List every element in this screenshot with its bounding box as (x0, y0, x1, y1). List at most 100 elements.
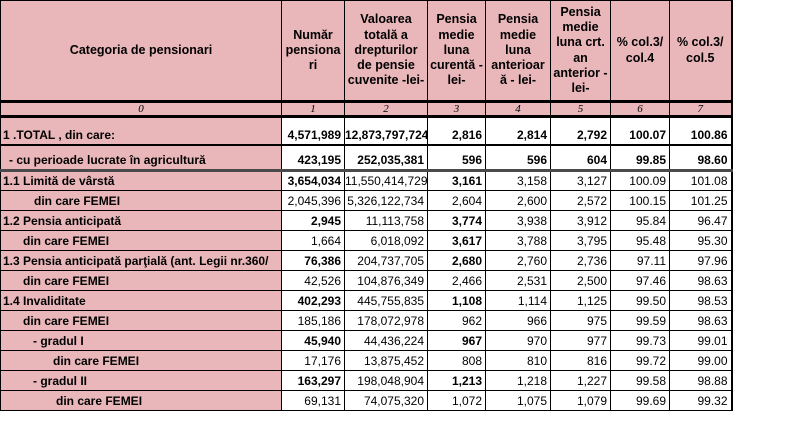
table-row: 1 .TOTAL , din care: 4,571,989 12,873,797,… (0, 116, 732, 146)
value-cell-col7: 100.86 (669, 116, 732, 146)
value-cell-col6: 95.48 (610, 230, 670, 251)
value-cell-col7: 98.63 (669, 310, 732, 331)
table-row: din care FEMEI 1,664 6,018,092 3,617 3,788 3,… (0, 230, 732, 251)
value-cell-col6: 100.07 (610, 116, 670, 146)
header-pensia-medie-an-anterior: Pensia medie luna crt. an anterior -lei- (550, 0, 611, 102)
value-cell-col5: 3,912 (550, 210, 611, 231)
value-cell-col2: 6,018,092 (344, 230, 428, 251)
table-row: 1.2 Pensia anticipată 2,945 11,113,758 3,77… (0, 210, 732, 231)
row-category-label: 1.1 Limită de vârstă (0, 170, 282, 191)
value-cell-col5: 2,572 (550, 190, 611, 211)
value-cell-col3: 3,774 (427, 210, 486, 231)
value-cell-col6: 100.15 (610, 190, 670, 211)
value-cell-col2: 44,436,224 (344, 330, 428, 351)
row-category-label: - gradul I (0, 330, 282, 351)
value-cell-col4: 2,760 (485, 250, 551, 271)
value-cell-col7: 98.63 (669, 270, 732, 291)
value-cell-col4: 2,531 (485, 270, 551, 291)
value-cell-col6: 97.11 (610, 250, 670, 271)
row-category-label: din care FEMEI (0, 230, 282, 251)
value-cell-col6: 99.85 (610, 144, 670, 172)
value-cell-col6: 99.72 (610, 350, 670, 371)
value-cell-col4: 2,814 (485, 116, 551, 146)
table-row: - gradul I 45,940 44,436,224 967 970 977 99.73… (0, 330, 732, 351)
value-cell-col6: 99.59 (610, 310, 670, 331)
column-index: 3 (427, 100, 486, 118)
value-cell-col1: 69,131 (281, 390, 345, 411)
value-cell-col3: 1,108 (427, 290, 486, 311)
value-cell-col3: 3,617 (427, 230, 486, 251)
row-category-label: 1.4 Invaliditate (0, 290, 282, 311)
value-cell-col1: 423,195 (281, 144, 345, 172)
value-cell-col2: 178,072,978 (344, 310, 428, 331)
value-cell-col1: 402,293 (281, 290, 345, 311)
value-cell-col4: 1,114 (485, 290, 551, 311)
value-cell-col7: 101.08 (669, 170, 732, 191)
value-cell-col3: 1,213 (427, 370, 486, 391)
table-row: din care FEMEI 17,176 13,875,452 808 810 816 9… (0, 350, 732, 371)
table-row: 1.4 Invaliditate 402,293 445,755,835 1,108 1… (0, 290, 732, 311)
table-row: 1.1 Limită de vârstă 3,654,034 11,550,414,… (0, 170, 732, 191)
row-category-label: 1.2 Pensia anticipată (0, 210, 282, 231)
value-cell-col6: 97.46 (610, 270, 670, 291)
value-cell-col6: 100.09 (610, 170, 670, 191)
table-row: - gradul II 163,297 198,048,904 1,213 1,218 1… (0, 370, 732, 391)
row-category-label: din care FEMEI (0, 390, 282, 411)
value-cell-col5: 604 (550, 144, 611, 172)
table-row: - cu perioade lucrate în agricultură 423,… (0, 144, 732, 172)
value-cell-col1: 163,297 (281, 370, 345, 391)
value-cell-col2: 11,550,414,729 (344, 170, 428, 191)
value-cell-col6: 99.73 (610, 330, 670, 351)
value-cell-col4: 970 (485, 330, 551, 351)
value-cell-col1: 45,940 (281, 330, 345, 351)
column-index: 5 (550, 100, 611, 118)
column-index: 1 (281, 100, 345, 118)
value-cell-col7: 97.96 (669, 250, 732, 271)
value-cell-col2: 252,035,381 (344, 144, 428, 172)
value-cell-col5: 1,079 (550, 390, 611, 411)
table-row: din care FEMEI 69,131 74,075,320 1,072 1,075… (0, 390, 732, 411)
value-cell-col5: 3,795 (550, 230, 611, 251)
header-pct-col3-col4: % col.3/ col.4 (610, 0, 670, 102)
value-cell-col4: 966 (485, 310, 551, 331)
value-cell-col6: 95.84 (610, 210, 670, 231)
header-pct-col3-col5: % col.3/ col.5 (669, 0, 732, 102)
header-pensia-medie-anterioara: Pensia medie luna anterioară - lei- (485, 0, 551, 102)
value-cell-col7: 101.25 (669, 190, 732, 211)
value-cell-col2: 5,326,122,734 (344, 190, 428, 211)
column-index: 2 (344, 100, 428, 118)
value-cell-col1: 76,386 (281, 250, 345, 271)
value-cell-col4: 3,158 (485, 170, 551, 191)
value-cell-col2: 204,737,705 (344, 250, 428, 271)
header-numar-pensionari: Număr pensionari (281, 0, 345, 102)
header-pensia-medie-curenta: Pensia medie luna curentă -lei- (427, 0, 486, 102)
value-cell-col1: 2,045,396 (281, 190, 345, 211)
value-cell-col2: 198,048,904 (344, 370, 428, 391)
value-cell-col7: 99.32 (669, 390, 732, 411)
row-category-label: - gradul II (0, 370, 282, 391)
value-cell-col4: 3,788 (485, 230, 551, 251)
column-index: 4 (485, 100, 551, 118)
column-index: 7 (669, 100, 732, 118)
value-cell-col5: 3,127 (550, 170, 611, 191)
value-cell-col3: 962 (427, 310, 486, 331)
value-cell-col1: 3,654,034 (281, 170, 345, 191)
value-cell-col5: 1,125 (550, 290, 611, 311)
column-index: 6 (610, 100, 670, 118)
value-cell-col1: 2,945 (281, 210, 345, 231)
value-cell-col1: 17,176 (281, 350, 345, 371)
value-cell-col3: 3,161 (427, 170, 486, 191)
value-cell-col7: 96.47 (669, 210, 732, 231)
value-cell-col3: 2,466 (427, 270, 486, 291)
value-cell-col1: 4,571,989 (281, 116, 345, 146)
value-cell-col3: 967 (427, 330, 486, 351)
value-cell-col4: 1,218 (485, 370, 551, 391)
value-cell-col5: 2,736 (550, 250, 611, 271)
value-cell-col2: 11,113,758 (344, 210, 428, 231)
value-cell-col6: 99.58 (610, 370, 670, 391)
value-cell-col1: 185,186 (281, 310, 345, 331)
value-cell-col4: 810 (485, 350, 551, 371)
row-category-label: din care FEMEI (0, 310, 282, 331)
row-category-label: 1 .TOTAL , din care: (0, 116, 282, 146)
